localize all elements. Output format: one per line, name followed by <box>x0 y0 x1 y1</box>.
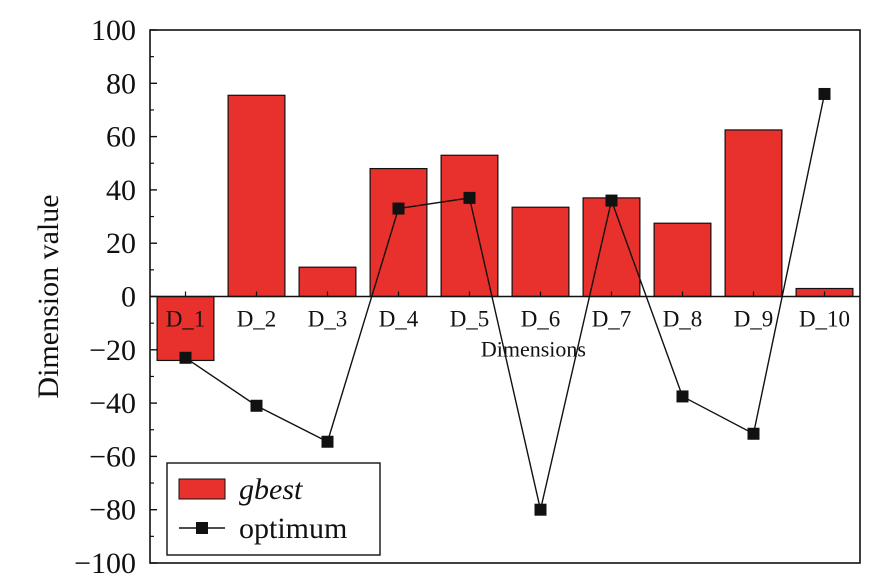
y-tick-label: −40 <box>89 387 136 420</box>
legend-gbest-label: gbest <box>239 473 303 506</box>
x-tick-label: D_7 <box>592 307 632 332</box>
x-tick-label: D_9 <box>734 307 774 332</box>
line-optimum <box>185 93 826 510</box>
marker-optimum-D_8 <box>676 390 689 403</box>
y-tick-label: −60 <box>89 440 136 473</box>
x-tick-label: D_10 <box>799 307 850 332</box>
y-tick-label: 80 <box>106 67 136 100</box>
marker-optimum-D_7 <box>605 194 618 207</box>
x-category-labels: D_1 D_2 D_3 D_4 D_5 D_6 D_7 D_8 D_9 D_10 <box>166 291 850 332</box>
y-tick-label: 100 <box>91 14 136 47</box>
marker-optimum-D_9 <box>747 427 760 440</box>
bar-gbest-D_8 <box>653 222 712 298</box>
x-tick-label: D_8 <box>663 307 703 332</box>
x-tick-label: D_6 <box>521 307 561 332</box>
marker-optimum-D_4 <box>392 202 405 215</box>
legend-optimum-label: optimum <box>239 512 347 545</box>
bar-gbest-D_5 <box>440 154 499 298</box>
marker-optimum-D_2 <box>250 399 263 412</box>
x-tick-label: D_5 <box>450 307 490 332</box>
legend-box <box>166 462 381 556</box>
x-axis-title: Dimensions <box>481 337 586 362</box>
x-tick-label: D_1 <box>166 307 206 332</box>
x-tick-label: D_4 <box>379 307 419 332</box>
bar-gbest-D_4 <box>369 167 428 298</box>
x-tick-label: D_3 <box>308 307 348 332</box>
y-tick-label: 0 <box>121 281 136 314</box>
y-tick-label: −80 <box>89 494 136 527</box>
bars-layer <box>156 94 854 362</box>
marker-optimum-D_1 <box>179 351 192 364</box>
y-tick-label: −20 <box>89 334 136 367</box>
marker-optimum-D_3 <box>321 435 334 448</box>
legend-gbest-swatch <box>178 478 226 500</box>
y-tick-label: 20 <box>106 227 136 260</box>
y-ticks: −100 −80 −60 −40 −20 0 20 40 60 80 100 <box>74 14 157 580</box>
legend: gbest optimum <box>166 462 381 556</box>
bar-gbest-D_1 <box>156 295 215 362</box>
line-layer <box>179 87 831 516</box>
marker-optimum-D_10 <box>818 87 831 100</box>
marker-optimum-D_5 <box>463 191 476 204</box>
bar-gbest-D_7 <box>582 197 641 298</box>
y-tick-label: −100 <box>74 547 136 580</box>
bar-gbest-D_2 <box>227 94 286 298</box>
y-tick-label: 60 <box>106 121 136 154</box>
marker-optimum-D_6 <box>534 503 547 516</box>
bar-gbest-D_9 <box>724 129 783 298</box>
x-tick-label: D_2 <box>237 307 277 332</box>
y-axis-title: Dimension value <box>32 194 65 398</box>
legend-optimum-marker <box>196 522 208 534</box>
y-tick-label: 40 <box>106 174 136 207</box>
bar-gbest-D_6 <box>511 206 570 298</box>
